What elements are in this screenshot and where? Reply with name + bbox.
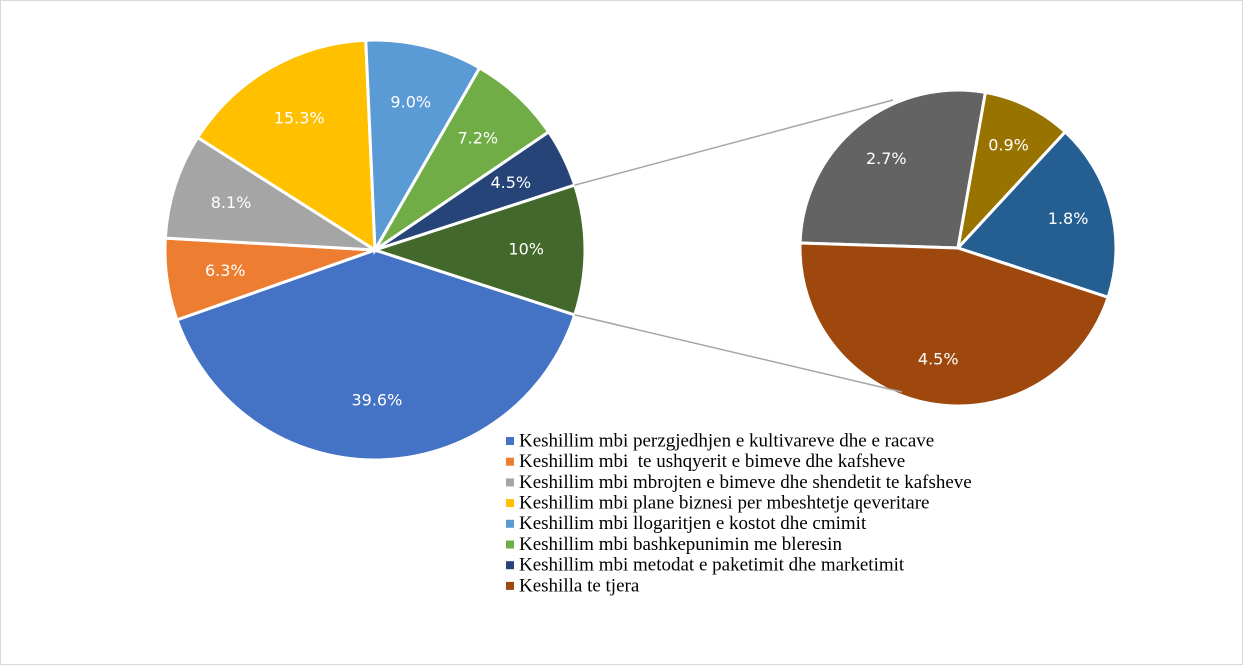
data-label: 10% bbox=[508, 240, 544, 259]
legend-swatch bbox=[506, 561, 514, 570]
legend-swatch bbox=[506, 540, 514, 549]
data-label: 1.8% bbox=[1048, 209, 1089, 228]
legend-label: Keshillim mbi te ushqyerit e bimeve dhe … bbox=[519, 451, 905, 472]
pie-slice bbox=[370, 183, 587, 317]
legend-label: Keshillim mbi metodat e paketimit dhe ma… bbox=[519, 555, 905, 576]
legend-swatch bbox=[506, 457, 514, 466]
data-label: 4.5% bbox=[918, 350, 959, 369]
legend-swatch bbox=[506, 499, 514, 508]
data-label: 0.9% bbox=[988, 136, 1029, 155]
data-label: 39.6% bbox=[351, 391, 402, 410]
pie-slice bbox=[175, 248, 577, 462]
legend-label: Keshillim mbi bashkepunimin me bleresin bbox=[519, 534, 842, 555]
legend-label: Keshillim mbi plane biznesi per mbeshtet… bbox=[519, 492, 929, 513]
pie-slice bbox=[798, 88, 988, 250]
pie-slice bbox=[798, 241, 1111, 408]
data-label: 7.2% bbox=[457, 129, 498, 148]
connector bbox=[574, 99, 894, 186]
pie-slice bbox=[955, 129, 1118, 300]
legend-label: Keshillim mbi mbrojten e bimeve dhe shen… bbox=[519, 472, 972, 493]
legend-swatch bbox=[506, 581, 514, 590]
legend-swatch bbox=[506, 437, 514, 445]
data-label: 15.3% bbox=[274, 109, 325, 128]
legend-swatch bbox=[506, 519, 514, 528]
legend-label: Keshilla te tjera bbox=[519, 575, 640, 596]
pie-slice bbox=[364, 38, 482, 256]
data-label: 6.3% bbox=[205, 261, 246, 280]
data-label: 9.0% bbox=[390, 93, 431, 112]
legend-label: Keshillim mbi llogaritjen e kostot dhe c… bbox=[519, 513, 867, 534]
legend-label: Keshillim mbi perzgjedhjen e kultivareve… bbox=[519, 430, 934, 451]
pie-slice bbox=[195, 38, 377, 253]
connector bbox=[574, 314, 903, 393]
data-label: 4.5% bbox=[490, 173, 531, 192]
data-label: 8.1% bbox=[211, 193, 252, 212]
pie-slice bbox=[163, 135, 381, 252]
pie-slice bbox=[955, 90, 1068, 253]
legend-swatch bbox=[506, 478, 514, 487]
data-label: 2.7% bbox=[866, 149, 907, 168]
